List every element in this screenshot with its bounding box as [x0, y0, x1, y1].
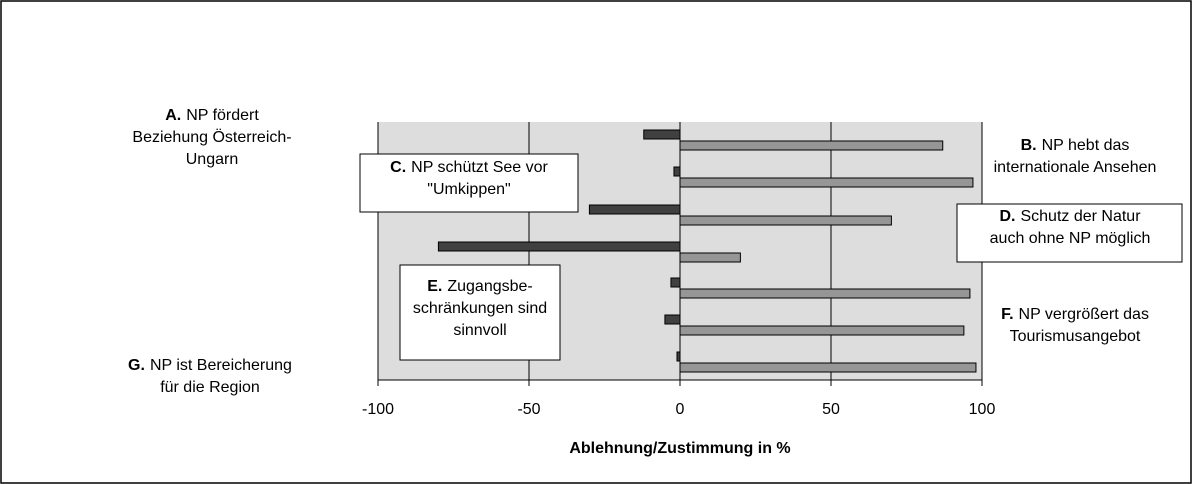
- annotation-letter: D.: [999, 208, 1015, 225]
- annotation-line: Tourismusangebot: [1010, 328, 1141, 345]
- annotation-line: internationale Ansehen: [994, 159, 1157, 176]
- x-tick-label: -100: [362, 401, 394, 418]
- label-box: [359, 153, 579, 213]
- bar: [676, 351, 681, 362]
- annotation-line: B. NP hebt das: [1021, 137, 1130, 154]
- annotation-line: F. NP vergrößert das: [1001, 306, 1149, 323]
- bar: [679, 177, 974, 188]
- bar: [679, 288, 971, 299]
- bar: [673, 166, 681, 177]
- annotation-text: Schutz der Natur: [1020, 208, 1141, 225]
- annotation-text: NP hebt das: [1042, 137, 1130, 154]
- bar: [679, 252, 741, 263]
- label-box: [399, 264, 561, 361]
- x-tick-label: 50: [822, 401, 840, 418]
- annotation-line: Beziehung Österreich-: [132, 128, 291, 146]
- annotation-line: A. NP fördert: [165, 107, 259, 124]
- annotation-letter: C.: [390, 159, 406, 176]
- bar: [670, 277, 681, 288]
- bar: [679, 325, 965, 336]
- bar: [643, 129, 681, 140]
- annotation-line: D. Schutz der Natur: [999, 208, 1141, 225]
- annotation-letter: G.: [128, 357, 145, 374]
- annotation-line: für die Region: [160, 379, 260, 396]
- annotation-text: NP ist Bereicherung: [150, 357, 292, 374]
- x-tick-label: 100: [969, 401, 996, 418]
- annotation-line: schränkungen sind: [413, 300, 547, 317]
- x-tick-label: -50: [517, 401, 540, 418]
- label-box: [956, 203, 1183, 263]
- annotation-text: NP vergrößert das: [1019, 306, 1149, 323]
- annotation-line: "Umkippen": [427, 181, 510, 198]
- bar: [679, 140, 944, 151]
- x-tick-label: 0: [676, 401, 685, 418]
- annotation-text: NP schützt See vor: [411, 159, 548, 176]
- annotation-line: C. NP schützt See vor: [390, 159, 548, 176]
- bar: [679, 362, 977, 373]
- bar: [664, 314, 681, 325]
- annotation-line: auch ohne NP möglich: [990, 230, 1151, 247]
- annotation-letter: F.: [1001, 306, 1013, 323]
- annotation-letter: E.: [427, 278, 442, 295]
- bar: [588, 204, 681, 215]
- annotation-text: NP fördert: [186, 107, 259, 124]
- annotation-line: sinnvoll: [453, 322, 506, 339]
- annotation-letter: A.: [165, 107, 181, 124]
- bar: [437, 241, 681, 252]
- annotation-line: E. Zugangsbe-: [427, 278, 533, 295]
- x-axis-title: Ablehnung/Zustimmung in %: [569, 440, 790, 457]
- bar: [679, 215, 892, 226]
- annotation-text: Zugangsbe-: [447, 278, 532, 295]
- annotation-line: G. NP ist Bereicherung: [128, 357, 292, 374]
- annotation-line: Ungarn: [186, 151, 238, 168]
- annotation-letter: B.: [1021, 137, 1037, 154]
